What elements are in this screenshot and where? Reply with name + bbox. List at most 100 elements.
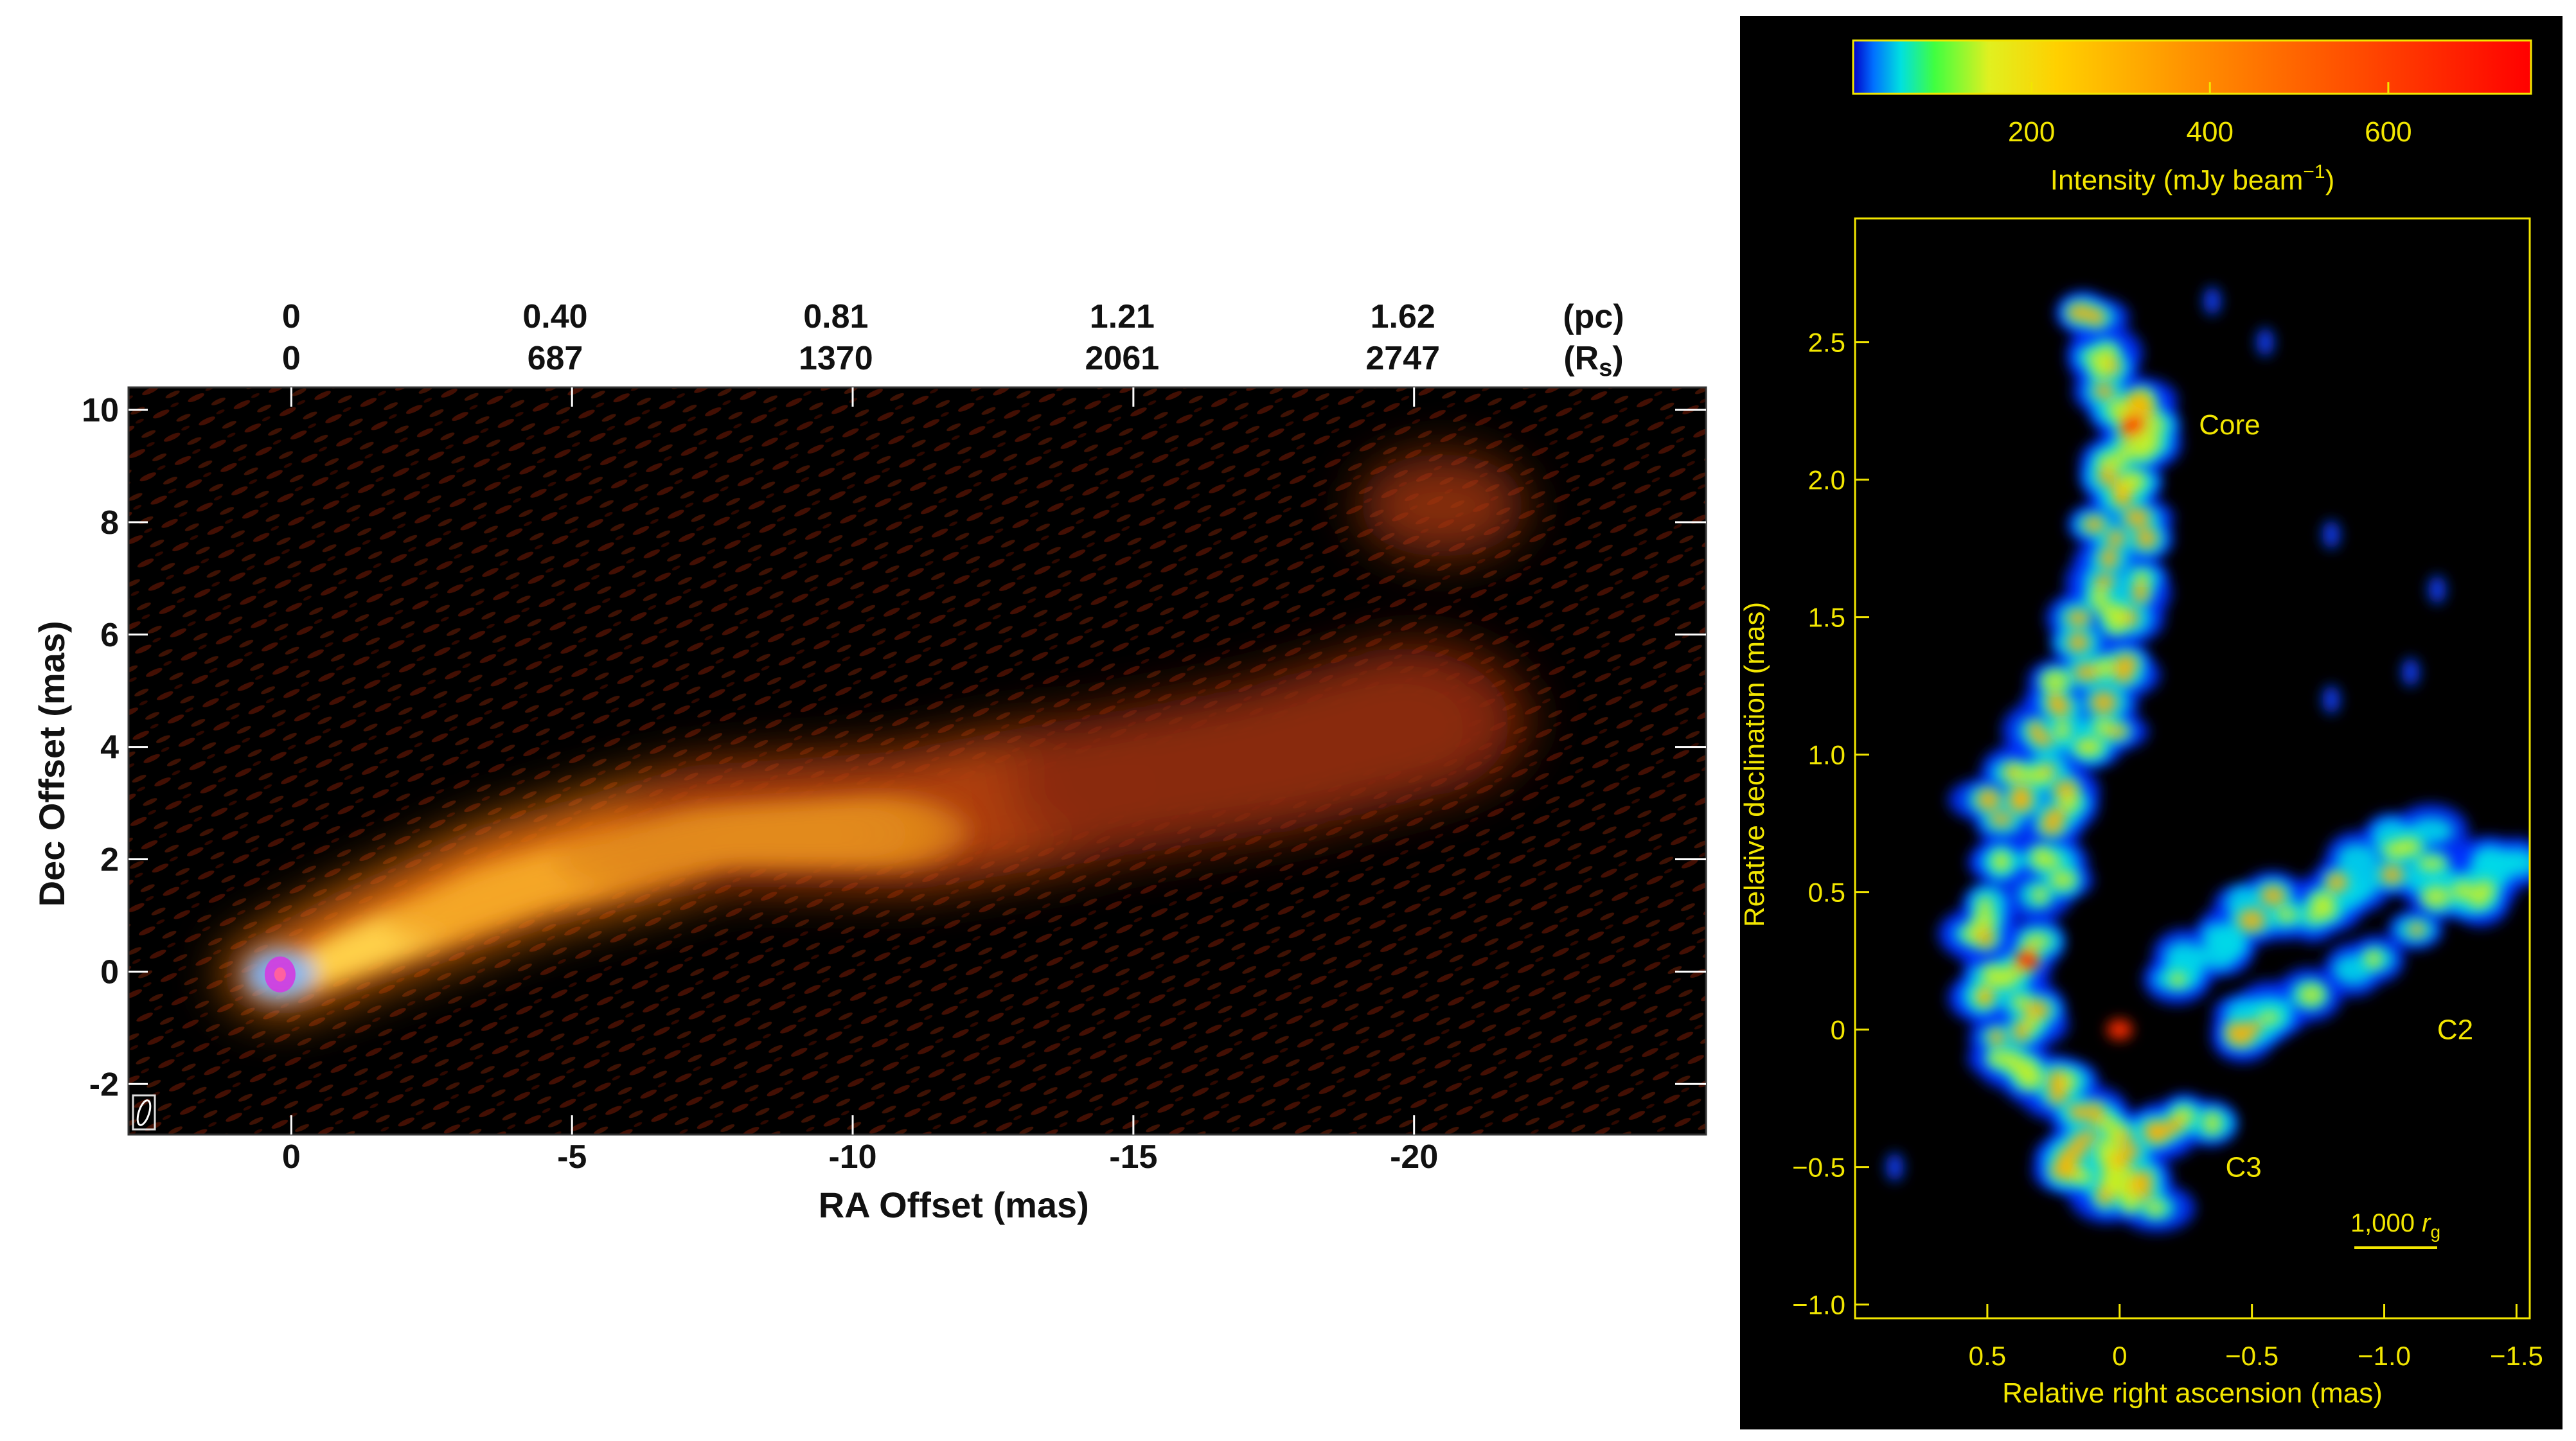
emission-blob [2090, 691, 2117, 714]
x-tick-label: -20 [1390, 1138, 1438, 1176]
y-tick-label: 4 [100, 729, 119, 766]
top-rs-label: 2747 [1365, 340, 1440, 377]
emission-blob [2096, 1149, 2113, 1166]
emission-blob [2083, 516, 2105, 533]
emission-blob [2259, 1011, 2280, 1024]
emission-blob [2365, 950, 2382, 968]
annotation-c3: C3 [2225, 1152, 2261, 1183]
emission-blob [2092, 719, 2115, 735]
left-axis-labels: 0 -5 -10 -15 -20 10 8 6 4 2 0 -2 RA Offset (mas) Dec … [31, 298, 1624, 1225]
emission-blob [2135, 528, 2158, 549]
emission-blob [2422, 885, 2450, 908]
colorbar-ticks: 200 400 600 Intensity (mJy beam−1) [2008, 82, 2412, 196]
emission-blob [2034, 732, 2053, 747]
emission-blob [2106, 530, 2126, 547]
emission-blob [2093, 574, 2115, 588]
jet-core-peak [274, 967, 286, 982]
emission-blob [2012, 1020, 2029, 1043]
y-tick-label: 1.0 [1808, 740, 1845, 770]
emission-blob [2451, 881, 2475, 901]
emission-blob [2023, 933, 2051, 950]
emission-blob [2381, 865, 2404, 885]
emission-blob [2238, 908, 2266, 932]
emission-blob [2256, 328, 2275, 357]
top-pc-label: 0 [282, 298, 301, 335]
emission-blob [2135, 432, 2162, 454]
emission-blob [2306, 907, 2324, 923]
y-tick-label: −1.0 [1792, 1290, 1845, 1320]
y-tick-label: -2 [89, 1066, 119, 1103]
right-axis-ticks [1855, 341, 2518, 1318]
top-rs-unit: (Rs) [1563, 340, 1623, 382]
right-axis-labels: 0.5 0 −0.5 −1.0 −1.5 2.5 2.0 1.5 1.0 0.5 0 −0.5 −1.0… [1739, 328, 2543, 1409]
y-tick-label: 0 [1831, 1015, 1845, 1045]
scale-bar-label: 1,000 rg [2350, 1209, 2440, 1242]
left-plot-frame [127, 386, 1707, 1136]
emission-blob [2121, 1189, 2140, 1212]
emission-peak [2120, 414, 2146, 435]
y-tick-label: 2.0 [1808, 465, 1845, 495]
y-tick-label: 2 [100, 842, 119, 879]
emission-blob [1976, 788, 2001, 811]
source-emission [1885, 287, 2530, 1232]
colorbar [1852, 39, 2532, 95]
emission-blob [2322, 685, 2341, 714]
emission-blob [2319, 897, 2336, 920]
emission-blob [2474, 879, 2495, 902]
jet-emission [221, 454, 1532, 1015]
emission-blob [2226, 1029, 2254, 1047]
top-rs-label: 2061 [1085, 340, 1160, 377]
emission-blob [2332, 954, 2374, 985]
emission-blob [2114, 666, 2133, 684]
emission-blob [2208, 930, 2246, 955]
emission-blob [2067, 633, 2090, 652]
emission-blob [2097, 466, 2116, 486]
y-axis-label: Dec Offset (mas) [31, 621, 72, 906]
y-axis-label: Relative declination (mas) [1739, 602, 1770, 927]
x-tick-label: -5 [557, 1138, 587, 1176]
emission-blob [2068, 1104, 2088, 1118]
emission-blob [2322, 520, 2341, 549]
emission-blob [2054, 718, 2070, 741]
emission-blob [2143, 1120, 2167, 1142]
emission-blob [2225, 998, 2270, 1027]
emission-blob [2106, 1180, 2126, 1196]
x-tick-label: 0 [282, 1138, 301, 1176]
emission-blob [2124, 508, 2151, 528]
emission-blob [2169, 972, 2187, 987]
emission-blob [2134, 570, 2150, 587]
emission-blob [2408, 817, 2454, 844]
emission-blob [2091, 358, 2112, 379]
emission-blob [2298, 984, 2325, 1005]
emission-blob [2139, 415, 2165, 436]
emission-blob [2066, 303, 2094, 323]
jet-inner-blob [808, 795, 970, 869]
beam-marker [132, 1094, 156, 1131]
jet-glow-blob [1310, 642, 1532, 796]
emission-blob [1885, 1153, 1904, 1181]
emission-blob [2203, 1111, 2221, 1135]
emission-blob [2132, 582, 2149, 604]
y-tick-label: 1.5 [1808, 603, 1845, 633]
emission-blob [2088, 308, 2106, 327]
right-annotations: Core C2 C3 [2199, 409, 2473, 1183]
emission-blob [1989, 973, 2017, 989]
emission-blob [2075, 738, 2104, 756]
y-tick-label: −0.5 [1792, 1153, 1845, 1183]
emission-high [1962, 303, 2495, 1216]
colorbar-label: Intensity (mJy beam−1) [2050, 161, 2335, 196]
colorbar-tick-label: 200 [2008, 116, 2055, 148]
emission-blob [1976, 989, 1994, 1007]
annotation-c2: C2 [2437, 1014, 2473, 1046]
emission-blob [1989, 813, 2014, 827]
top-pc-unit: (pc) [1563, 298, 1624, 335]
emission-blob [2048, 1068, 2066, 1091]
emission-blob [2401, 658, 2420, 687]
emission-blob [2090, 587, 2109, 610]
top-rs-label: 1370 [799, 340, 873, 377]
emission-peak [2014, 950, 2040, 971]
emission-blob [2383, 840, 2408, 858]
emission-blob [2031, 847, 2052, 869]
colorbar-tick-label: 400 [2187, 116, 2234, 148]
